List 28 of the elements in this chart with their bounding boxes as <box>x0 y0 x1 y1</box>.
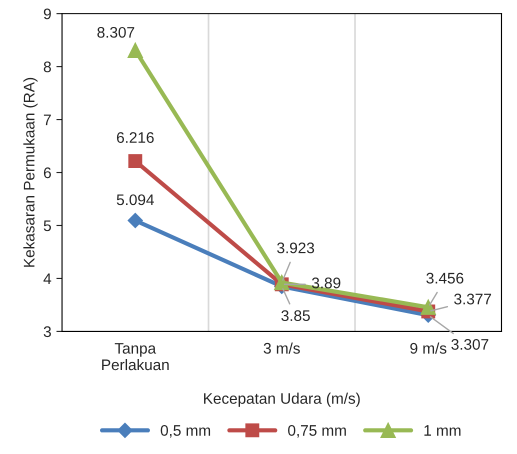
y-axis-title: Kekasaran Permukaan (RA) <box>23 78 38 267</box>
data-label: 6.216 <box>116 132 154 143</box>
y-tick-label: 9 <box>44 8 51 20</box>
data-label: 3.89 <box>312 278 340 288</box>
point <box>128 154 142 168</box>
x-axis-title: Kecepatan Udara (m/s) <box>204 392 360 407</box>
point <box>128 212 143 228</box>
data-label: 8.307 <box>97 26 134 38</box>
y-tick-label: 7 <box>44 114 51 126</box>
y-tick-label: 4 <box>43 273 52 284</box>
data-label: 3.307 <box>451 338 488 350</box>
x-tick-label: Tanpa Perlakuan <box>102 343 169 370</box>
x-tick-label: 9 m/s <box>410 342 446 354</box>
point <box>420 300 436 315</box>
legend-label: 0,75 mm <box>288 425 346 438</box>
x-tick-label: 3 m/s <box>264 342 300 354</box>
legend-label: 0,5 mm <box>160 425 210 438</box>
data-label: 3.923 <box>277 242 314 254</box>
y-tick-label: 5 <box>44 220 51 232</box>
data-label: 5.094 <box>116 194 154 206</box>
legend-label: 1 mm <box>424 425 460 436</box>
point <box>128 42 143 58</box>
y-tick-label: 3 <box>44 326 51 338</box>
data-label: 3.85 <box>281 310 310 322</box>
data-label: 3.456 <box>426 272 464 284</box>
data-label: 3.377 <box>454 294 492 304</box>
y-tick-label: 6 <box>44 167 51 178</box>
y-tick-label: 8 <box>44 61 51 72</box>
